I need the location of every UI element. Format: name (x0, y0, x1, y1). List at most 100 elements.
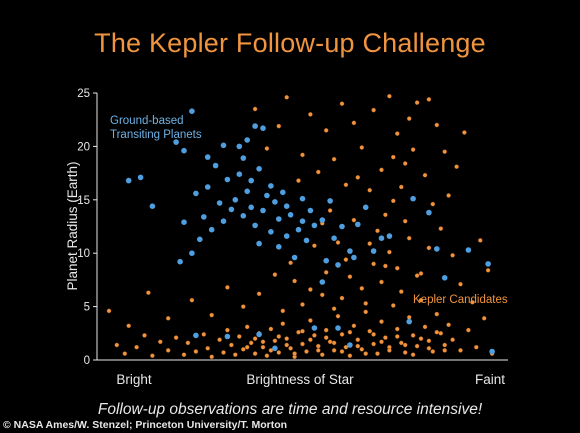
kepler-point (402, 161, 408, 166)
kepler-point (379, 167, 384, 173)
kepler-point (394, 326, 400, 332)
kepler-point (343, 344, 349, 350)
ground-based-point (248, 204, 254, 211)
kepler-point (157, 339, 163, 345)
ground-based-point (252, 222, 258, 229)
kepler-point (280, 321, 286, 327)
y-tick-label: 0 (84, 355, 90, 367)
ground-based-point (303, 237, 310, 244)
kepler-point (248, 340, 254, 346)
kepler-point (181, 352, 187, 358)
kepler-point (481, 315, 487, 321)
kepler-point (351, 217, 357, 223)
kepler-point (106, 308, 112, 314)
x-axis-label: Brightness of Star (246, 372, 354, 387)
kepler-point (173, 335, 179, 340)
ground-based-point (272, 199, 278, 205)
kepler-point (339, 101, 345, 106)
kepler-point (430, 201, 436, 207)
kepler-point (359, 145, 365, 150)
ground-based-point (256, 240, 262, 247)
y-tick-label: 15 (77, 195, 90, 207)
ground-based-point (299, 195, 306, 202)
kepler-point (308, 112, 313, 117)
ground-based-point (240, 155, 247, 161)
ground-based-point (406, 318, 413, 325)
kepler-point (371, 107, 376, 113)
ground-based-point (378, 235, 385, 241)
kepler-point (319, 352, 325, 358)
kepler-point (296, 329, 301, 335)
kepler-point (418, 271, 424, 276)
kepler-point (323, 270, 329, 275)
ground-based-point (327, 198, 333, 204)
x-tick-label-bright: Bright (116, 372, 152, 387)
kepler-point (418, 336, 424, 341)
kepler-point (189, 297, 195, 303)
kepler-point (387, 348, 392, 353)
kepler-point (284, 336, 290, 341)
kepler-point (201, 332, 207, 337)
kepler-point (477, 238, 483, 243)
ground-based-point (386, 233, 393, 239)
ground-based-point (465, 247, 472, 253)
y-axis-label: Planet Radius (Earth) (65, 161, 80, 290)
ground-based-point (189, 108, 195, 114)
ground-based-point (260, 207, 266, 214)
kepler-point (343, 182, 349, 188)
kepler-point (434, 311, 440, 317)
ground-based-point (149, 203, 156, 209)
kepler-point (232, 352, 238, 358)
kepler-point (379, 339, 384, 345)
kepler-point (244, 324, 250, 330)
kepler-point (244, 344, 250, 350)
kepler-point (383, 212, 388, 218)
kepler-point (308, 337, 313, 343)
kepler-point (300, 152, 305, 158)
chart-title: The Kepler Follow-up Challenge (94, 28, 486, 58)
kepler-point (402, 342, 408, 348)
kepler-point (288, 260, 293, 266)
ground-based-point (212, 162, 219, 169)
ground-based-point (485, 261, 491, 267)
kepler-point (398, 340, 404, 346)
kepler-candidates-series (106, 93, 495, 360)
ground-based-point (240, 213, 247, 219)
kepler-point (300, 341, 305, 347)
ground-based-point (252, 123, 258, 129)
ground-based-point (224, 176, 231, 183)
ground-based-point (280, 189, 286, 196)
kepler-point (343, 257, 349, 262)
kepler-point (221, 350, 226, 355)
kepler-point (418, 297, 424, 303)
kepler-point (331, 306, 337, 312)
ground-based-point (319, 279, 326, 285)
kepler-point (276, 350, 282, 355)
ground-based-point (355, 221, 361, 228)
kepler-point (347, 274, 353, 280)
kepler-point (292, 351, 297, 356)
ground-based-point (201, 214, 207, 220)
kepler-point (292, 278, 297, 284)
ground-based-point (441, 275, 448, 281)
kepler-point (383, 335, 388, 340)
ground-based-point (220, 218, 227, 224)
kepler-point (300, 328, 305, 334)
kepler-point (438, 330, 444, 336)
kepler-point (280, 308, 286, 314)
kepler-point (323, 327, 329, 333)
kepler-point (268, 348, 274, 353)
kepler-point (272, 272, 278, 277)
ground-based-point (426, 209, 432, 216)
kepler-point (371, 341, 376, 347)
ground-based-point (291, 254, 298, 261)
kepler-point (426, 245, 432, 251)
caption: Follow-up observations are time and reso… (97, 401, 483, 418)
kepler-point (434, 122, 440, 128)
kepler-point (142, 333, 147, 338)
ground-based-point (347, 342, 353, 348)
ground-based-point (264, 192, 270, 199)
ground-based-point (311, 325, 318, 331)
kepler-point (331, 156, 337, 162)
ground-based-point (299, 218, 306, 224)
